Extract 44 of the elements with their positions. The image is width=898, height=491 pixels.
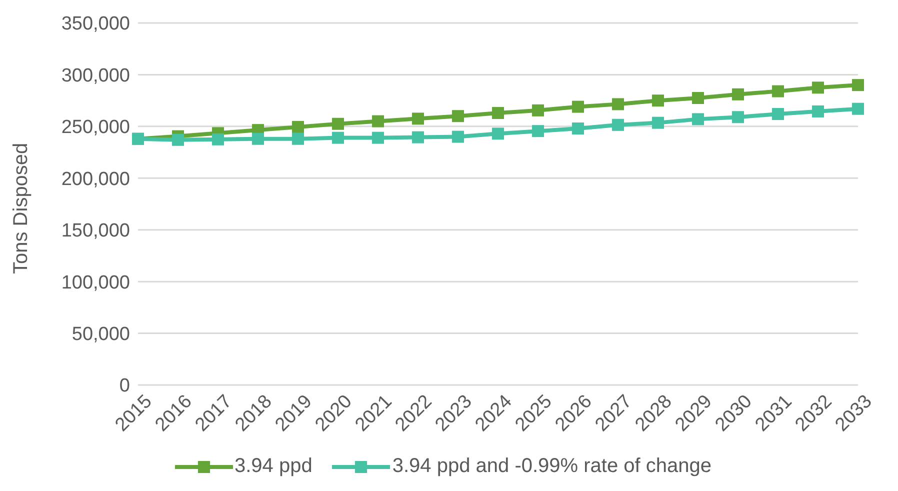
y-tick-label: 250,000 bbox=[61, 117, 130, 138]
point bbox=[452, 130, 464, 143]
point bbox=[612, 98, 624, 110]
point bbox=[652, 116, 664, 129]
y-tick-label: 350,000 bbox=[61, 14, 130, 35]
point bbox=[332, 132, 344, 144]
point bbox=[372, 132, 384, 144]
y-tick-label: 150,000 bbox=[61, 220, 130, 242]
y-tick-label: 0 bbox=[119, 376, 130, 397]
point bbox=[732, 111, 744, 124]
point bbox=[572, 100, 584, 113]
legend-label: 3.94 ppd bbox=[234, 455, 312, 478]
point bbox=[652, 94, 664, 107]
point bbox=[332, 118, 344, 130]
point bbox=[612, 118, 624, 131]
y-tick-label: 50,000 bbox=[72, 324, 130, 346]
point bbox=[772, 108, 784, 120]
point bbox=[772, 85, 784, 98]
y-tick-label: 200,000 bbox=[61, 168, 130, 190]
y-axis-title: Tons Disposed bbox=[10, 142, 32, 274]
point bbox=[692, 113, 704, 126]
point bbox=[212, 133, 224, 146]
y-tick-label: 300,000 bbox=[61, 65, 130, 86]
point bbox=[732, 88, 744, 100]
point bbox=[532, 125, 544, 138]
point bbox=[172, 134, 184, 146]
point bbox=[292, 120, 304, 133]
y-tick-label: 100,000 bbox=[61, 272, 130, 294]
point bbox=[852, 102, 864, 115]
point bbox=[492, 106, 504, 119]
point bbox=[532, 104, 544, 116]
point bbox=[572, 122, 584, 134]
point bbox=[852, 79, 864, 92]
legend-label: 3.94 ppd and -0.99% rate of change bbox=[391, 455, 712, 478]
point bbox=[812, 82, 824, 94]
point bbox=[692, 92, 704, 104]
point bbox=[372, 115, 384, 128]
point bbox=[292, 132, 304, 145]
point bbox=[452, 110, 464, 122]
point bbox=[412, 112, 424, 125]
point bbox=[492, 128, 504, 140]
point bbox=[812, 105, 824, 118]
point bbox=[252, 132, 264, 145]
point bbox=[412, 131, 424, 144]
